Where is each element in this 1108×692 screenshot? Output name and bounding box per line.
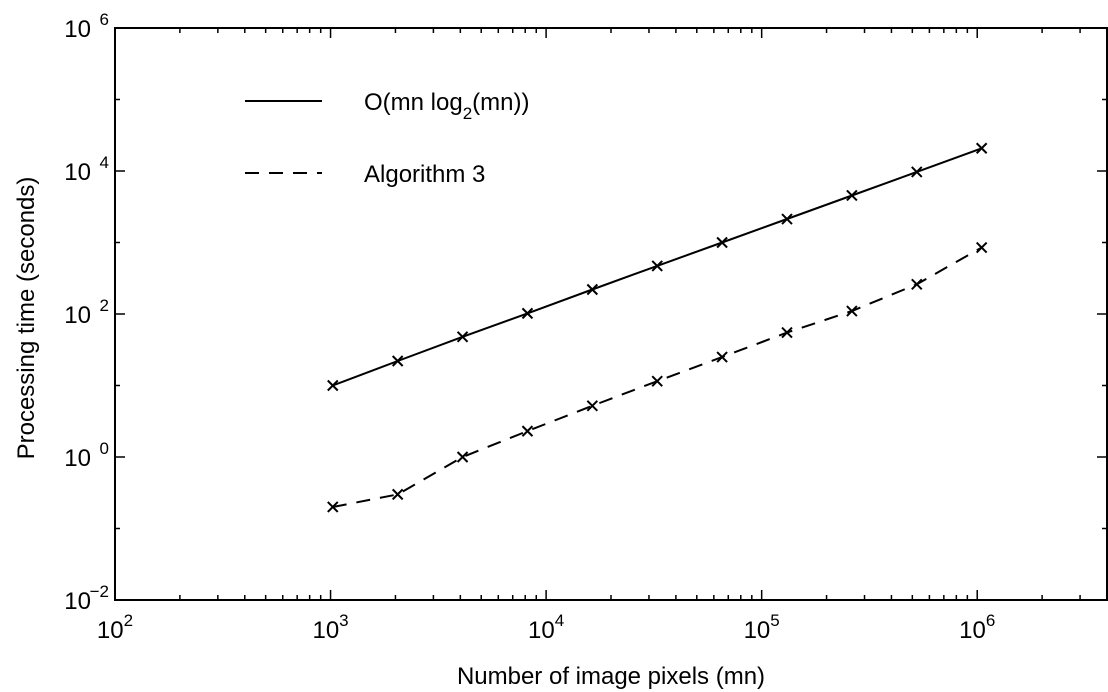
data-point-marker [781,326,793,339]
x-tick-label: 103 [312,611,348,644]
x-tick-label: 105 [744,611,780,644]
y-axis-label: Processing time (seconds) [13,177,40,460]
x-tick-label: 104 [528,611,564,644]
data-point-marker [911,166,923,178]
series-1 [327,241,988,513]
data-point-marker [521,307,534,320]
data-point-marker [716,351,728,363]
data-point-marker [521,425,534,437]
data-point-marker [456,451,469,463]
data-point-marker [327,501,339,513]
legend: O(mn log2(mn)) Algorithm 3 [245,89,530,188]
legend-label-1: Algorithm 3 [364,161,485,188]
data-point-marker [456,331,469,343]
data-point-marker [975,241,988,254]
data-point-marker [391,355,404,367]
y-tick-label: 10 4 [64,153,109,186]
y-tick-label: 10−2 [64,582,109,615]
data-point-marker [911,278,923,291]
data-point-marker [975,142,988,154]
data-point-marker [586,283,599,296]
y-tick-label: 10 2 [64,296,109,329]
plot-frame [114,27,1108,601]
data-point-marker [846,189,858,202]
x-axis-label: Number of image pixels (mn) [457,663,765,690]
data-point-marker [781,213,793,225]
data-point-marker [651,260,663,272]
y-tick-label: 10 6 [64,10,109,43]
data-point-marker [846,305,858,317]
axis-ticks [114,27,1108,601]
data-point-marker [716,236,728,249]
y-tick-label: 10 0 [64,439,109,472]
series-0 [327,142,988,392]
x-tick-label: 106 [959,611,995,644]
data-point-marker [327,379,339,392]
data-point-marker [651,375,663,387]
series-layer [327,142,988,513]
series-line [332,246,983,508]
data-point-marker [586,400,599,412]
legend-label-0: O(mn log2(mn)) [364,89,530,123]
data-point-marker [391,488,404,501]
x-tick-label: 102 [97,611,133,644]
